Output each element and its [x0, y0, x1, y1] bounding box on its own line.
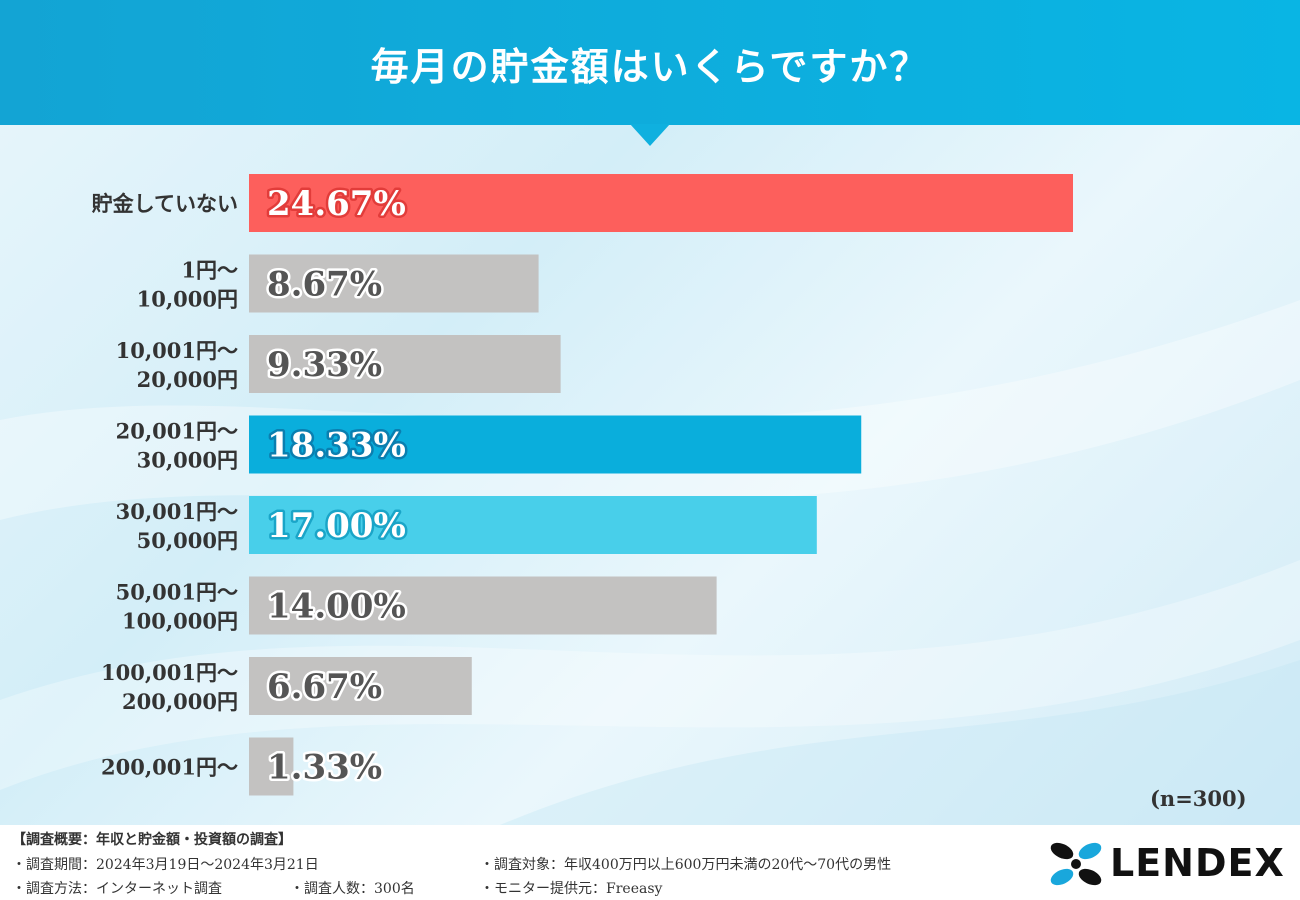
category-label-1-1: 貯金していない: [92, 191, 238, 216]
header-banner: 毎月の貯金額はいくらですか？: [0, 0, 1300, 125]
survey-method: ・調査方法：インターネット調査: [12, 881, 222, 897]
survey-count: ・調査人数：300名: [290, 881, 415, 897]
survey-period: ・調査期間：2024年3月19日〜2024年3月21日: [12, 857, 319, 873]
bar-4: [249, 415, 862, 474]
bar-8: [249, 737, 294, 796]
bar-1: [249, 174, 1073, 232]
bar-6: [249, 576, 717, 635]
value-label-8: 1.33%: [267, 748, 382, 788]
survey-footer: 【調査概要：年収と貯金額・投資額の調査】 ・調査期間：2024年3月19日〜20…: [0, 825, 1300, 900]
category-label-2-2: 10,000円: [137, 287, 238, 312]
category-label-7-1: 100,001円〜: [101, 660, 238, 685]
category-label-8-1: 200,001円〜: [101, 755, 238, 780]
category-label-4-1: 20,001円〜: [116, 419, 238, 444]
value-label-6: 14.00%: [267, 587, 406, 627]
value-label-4: 18.33%: [267, 426, 406, 466]
sample-size-label: (n=300): [1150, 786, 1247, 811]
survey-monitor: ・モニター提供元：Freeasy: [480, 881, 663, 897]
lendex-logo: LENDEX: [1046, 839, 1291, 889]
chart-title: 毎月の貯金額はいくらですか？: [370, 44, 930, 89]
bar-5: [249, 496, 817, 554]
survey-target: ・調査対象：年収400万円以上600万円未満の20代〜70代の男性: [480, 857, 892, 873]
category-label-6-1: 50,001円〜: [116, 580, 238, 605]
header-pointer: [630, 124, 670, 146]
bar-chart: 24.67% 貯金していない 8.67% 1円〜 10,000円 9.33% 10,001円…: [92, 174, 1073, 796]
category-label-4-2: 30,000円: [137, 448, 238, 473]
lendex-logo-text: LENDEX: [1110, 841, 1285, 885]
value-label-3: 9.33%: [267, 345, 382, 385]
category-label-5-1: 30,001円〜: [116, 499, 238, 524]
category-label-5-2: 50,000円: [137, 528, 238, 553]
category-label-2-1: 1円〜: [181, 258, 238, 283]
value-label-5: 17.00%: [267, 506, 406, 546]
category-label-3-2: 20,000円: [137, 367, 238, 392]
bar-2: [249, 254, 539, 313]
category-label-3-1: 10,001円〜: [116, 338, 238, 363]
lendex-logo-icon: [1050, 842, 1102, 886]
bar-3: [249, 335, 561, 393]
value-label-7: 6.67%: [267, 667, 382, 707]
bar-7: [249, 657, 472, 715]
category-label-7-2: 200,000円: [122, 689, 238, 714]
value-label-1: 24.67%: [267, 184, 406, 224]
value-label-2: 8.67%: [267, 265, 382, 305]
survey-heading: 【調査概要：年収と貯金額・投資額の調査】: [12, 832, 292, 848]
category-label-6-2: 100,000円: [122, 609, 238, 634]
